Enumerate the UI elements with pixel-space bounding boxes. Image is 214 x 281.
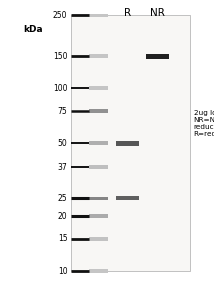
- Text: R: R: [124, 8, 131, 18]
- Bar: [89, 13, 108, 17]
- Text: kDa: kDa: [23, 25, 43, 34]
- Bar: [89, 166, 108, 169]
- Text: 15: 15: [58, 234, 67, 243]
- Bar: [89, 109, 108, 113]
- Text: 2ug loading
NR=Non-
reduced
R=reduced: 2ug loading NR=Non- reduced R=reduced: [194, 110, 214, 137]
- Text: 50: 50: [58, 139, 67, 148]
- Text: NR: NR: [150, 8, 165, 18]
- Text: 10: 10: [58, 267, 67, 276]
- Text: 100: 100: [53, 84, 67, 93]
- Text: 37: 37: [58, 163, 67, 172]
- Bar: [116, 196, 139, 200]
- Bar: [71, 15, 190, 271]
- Bar: [89, 214, 108, 218]
- Text: 75: 75: [58, 106, 67, 115]
- Bar: [89, 54, 108, 58]
- Bar: [89, 269, 108, 273]
- Bar: [89, 196, 108, 200]
- Text: 150: 150: [53, 51, 67, 60]
- Text: 250: 250: [53, 11, 67, 20]
- Bar: [89, 87, 108, 90]
- Bar: [146, 53, 169, 58]
- Bar: [89, 237, 108, 241]
- Text: 20: 20: [58, 212, 67, 221]
- Bar: [116, 141, 139, 146]
- Text: 25: 25: [58, 194, 67, 203]
- Bar: [89, 142, 108, 145]
